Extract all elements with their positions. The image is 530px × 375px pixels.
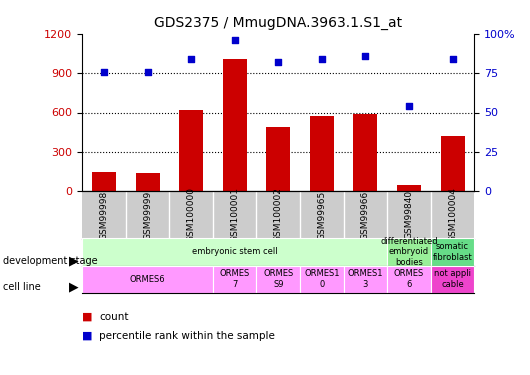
Point (317, 56, 326, 62)
Text: ORMES
S9: ORMES S9 (263, 269, 294, 289)
Bar (397, 185, 421, 191)
Text: GSM99999: GSM99999 (143, 190, 152, 240)
Text: embryonic stem cell: embryonic stem cell (192, 248, 278, 256)
Point (274, 59, 282, 65)
Text: ORMES1
3: ORMES1 3 (348, 269, 383, 289)
Bar (223, 59, 246, 191)
Text: ■: ■ (82, 331, 93, 340)
Bar (179, 110, 203, 191)
Point (231, 37, 239, 43)
Bar (431, 266, 474, 292)
Bar (387, 266, 431, 292)
Text: GSM99998: GSM99998 (100, 190, 109, 240)
Text: ORMES6: ORMES6 (130, 274, 165, 284)
Text: differentiated
embryoid
bodies: differentiated embryoid bodies (380, 237, 438, 267)
Bar (387, 238, 431, 266)
Text: ■: ■ (82, 312, 93, 322)
Text: ▶: ▶ (69, 280, 78, 293)
Text: ORMES
6: ORMES 6 (394, 269, 424, 289)
Point (448, 56, 457, 62)
Point (187, 56, 196, 62)
Bar (82, 238, 387, 266)
Text: ORMES
7: ORMES 7 (219, 269, 250, 289)
Text: GSM100002: GSM100002 (274, 188, 282, 242)
Bar (266, 127, 290, 191)
Text: ORMES1
0: ORMES1 0 (304, 269, 340, 289)
Text: count: count (99, 312, 129, 322)
Bar (136, 173, 160, 191)
Text: ▶: ▶ (69, 254, 78, 267)
Bar (213, 266, 257, 292)
Text: percentile rank within the sample: percentile rank within the sample (99, 331, 275, 340)
Text: GSM99966: GSM99966 (361, 190, 370, 240)
Text: GSM100001: GSM100001 (230, 188, 239, 242)
Text: not appli
cable: not appli cable (434, 269, 471, 289)
Text: development stage: development stage (3, 256, 98, 266)
Bar (343, 266, 387, 292)
Point (143, 69, 152, 75)
Bar (300, 266, 343, 292)
Bar (354, 114, 377, 191)
Text: somatic
fibroblast: somatic fibroblast (432, 242, 472, 262)
Point (405, 103, 413, 109)
Title: GDS2375 / MmugDNA.3963.1.S1_at: GDS2375 / MmugDNA.3963.1.S1_at (154, 16, 402, 30)
Point (100, 69, 108, 75)
Bar (92, 172, 116, 191)
Text: GSM100000: GSM100000 (187, 188, 196, 242)
Bar (310, 116, 334, 191)
Text: GSM99965: GSM99965 (317, 190, 326, 240)
Bar (440, 136, 465, 191)
Point (361, 53, 369, 59)
Text: GSM100004: GSM100004 (448, 188, 457, 242)
Bar (257, 266, 300, 292)
Text: cell line: cell line (3, 282, 40, 292)
Text: GSM99840: GSM99840 (404, 190, 413, 240)
Bar (431, 238, 474, 266)
Bar (82, 266, 213, 292)
